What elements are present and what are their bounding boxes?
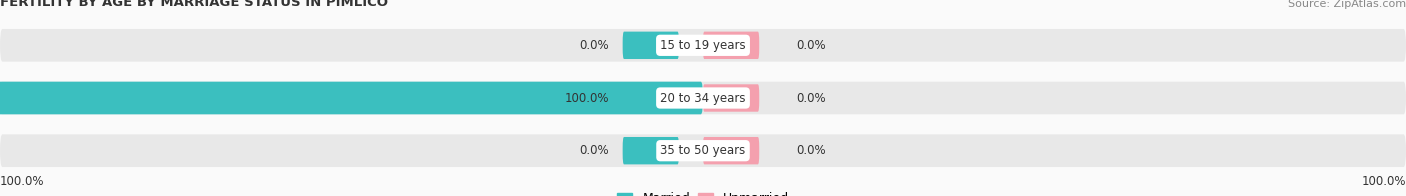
Legend: Married, Unmarried: Married, Unmarried	[617, 192, 789, 196]
Text: 100.0%: 100.0%	[1361, 175, 1406, 188]
FancyBboxPatch shape	[0, 29, 1406, 62]
Text: 35 to 50 years: 35 to 50 years	[661, 144, 745, 157]
Text: 0.0%: 0.0%	[797, 92, 827, 104]
FancyBboxPatch shape	[703, 32, 759, 59]
FancyBboxPatch shape	[0, 82, 1406, 114]
FancyBboxPatch shape	[703, 137, 759, 164]
Text: 0.0%: 0.0%	[579, 39, 609, 52]
Text: 100.0%: 100.0%	[0, 175, 45, 188]
Text: 0.0%: 0.0%	[579, 144, 609, 157]
FancyBboxPatch shape	[0, 134, 1406, 167]
Text: Source: ZipAtlas.com: Source: ZipAtlas.com	[1288, 0, 1406, 9]
Text: 15 to 19 years: 15 to 19 years	[661, 39, 745, 52]
FancyBboxPatch shape	[0, 82, 703, 114]
Text: FERTILITY BY AGE BY MARRIAGE STATUS IN PIMLICO: FERTILITY BY AGE BY MARRIAGE STATUS IN P…	[0, 0, 388, 9]
FancyBboxPatch shape	[623, 32, 679, 59]
Text: 0.0%: 0.0%	[797, 144, 827, 157]
FancyBboxPatch shape	[703, 84, 759, 112]
Text: 0.0%: 0.0%	[797, 39, 827, 52]
FancyBboxPatch shape	[623, 137, 679, 164]
Text: 20 to 34 years: 20 to 34 years	[661, 92, 745, 104]
Text: 100.0%: 100.0%	[565, 92, 609, 104]
